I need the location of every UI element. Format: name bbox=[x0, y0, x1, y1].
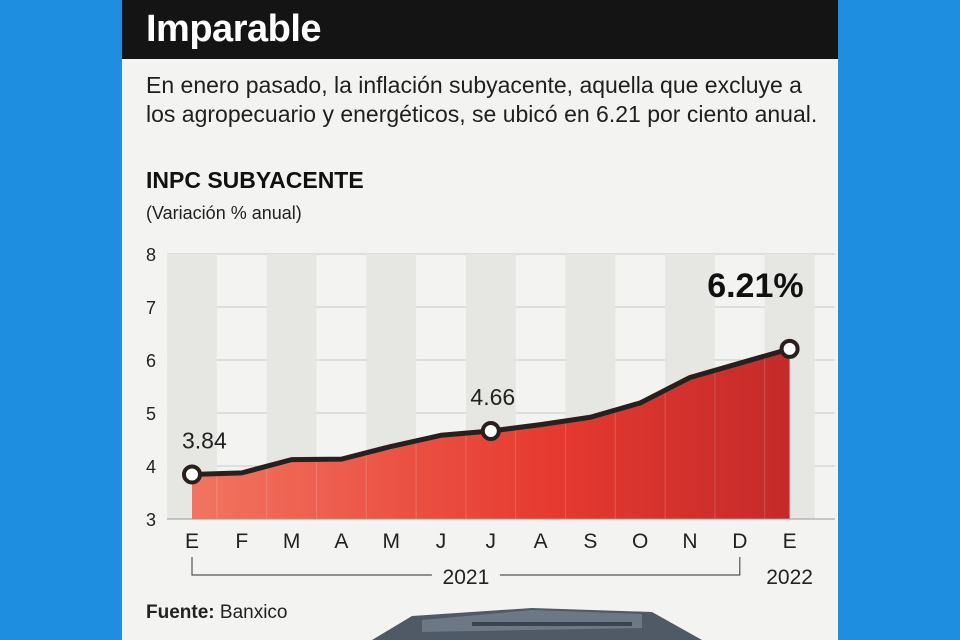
y-tick-label: 8 bbox=[146, 245, 156, 265]
chart-title: INPC SUBYACENTE bbox=[146, 167, 364, 193]
data-label: 4.66 bbox=[470, 384, 515, 410]
page-title: Imparable bbox=[146, 8, 322, 50]
x-tick-label: N bbox=[682, 530, 697, 553]
year-label: 2021 bbox=[443, 566, 490, 589]
infographic-panel: Imparable En enero pasado, la inflación … bbox=[122, 0, 838, 640]
data-point-marker bbox=[480, 421, 501, 442]
x-tick-label: S bbox=[583, 530, 597, 553]
y-tick-label: 7 bbox=[146, 298, 156, 318]
x-tick-label: M bbox=[382, 530, 400, 553]
data-label: 3.84 bbox=[182, 427, 227, 453]
data-point-marker bbox=[182, 464, 202, 485]
x-tick-label: M bbox=[283, 530, 301, 553]
x-tick-label: D bbox=[732, 530, 747, 553]
x-tick-label: J bbox=[486, 530, 497, 553]
data-label: 6.21% bbox=[707, 267, 803, 305]
x-tick-label: A bbox=[334, 530, 348, 553]
source-label: Fuente: bbox=[146, 602, 215, 623]
year-label: 2022 bbox=[766, 566, 813, 589]
x-tick-label: F bbox=[235, 530, 248, 553]
inflation-chart: 3 4 5 6 7 8 3.84 4.66 6.21% E F M A M J J A S O N D E 2021 2022 bbox=[146, 245, 835, 589]
x-tick-label: J bbox=[436, 530, 447, 553]
data-point-marker bbox=[779, 338, 800, 359]
year-label-backdrop bbox=[431, 562, 500, 588]
y-tick-label: 3 bbox=[146, 510, 156, 530]
intro-text: En enero pasado, la inflación subyacente… bbox=[146, 72, 818, 127]
x-tick-label: E bbox=[185, 530, 199, 553]
y-tick-label: 5 bbox=[146, 404, 156, 424]
x-tick-label: E bbox=[783, 530, 797, 553]
chart-subtitle: (Variación % anual) bbox=[146, 203, 302, 223]
x-tick-label: O bbox=[632, 530, 648, 553]
x-tick-label: A bbox=[534, 530, 548, 553]
y-tick-label: 4 bbox=[146, 457, 156, 477]
source-line: Fuente: Banxico bbox=[146, 602, 288, 624]
y-tick-label: 6 bbox=[146, 351, 156, 371]
building-photo bbox=[372, 608, 702, 640]
title-bar: Imparable bbox=[122, 0, 838, 59]
source-value: Banxico bbox=[219, 602, 288, 623]
